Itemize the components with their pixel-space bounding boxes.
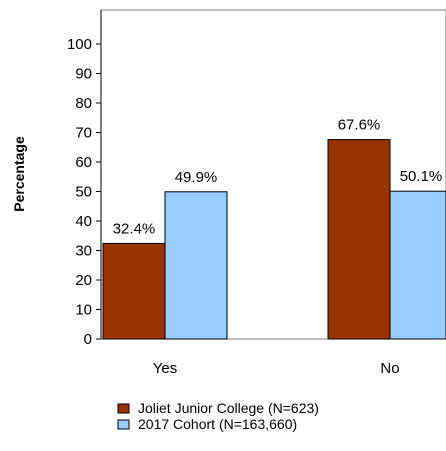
bar-value-label: 49.9%: [175, 169, 218, 186]
category-labels: Yes No: [153, 360, 400, 377]
bar-value-label: 50.1%: [400, 168, 443, 185]
y-tick-label: 50: [75, 184, 92, 201]
y-tick-label: 20: [75, 272, 92, 289]
legend-swatch: [117, 419, 130, 430]
legend-label: 2017 Cohort (N=163,660): [138, 416, 297, 432]
bar: [164, 191, 228, 340]
y-tick-label: 0: [84, 331, 92, 348]
data-labels: 32.4% 49.9% 67.6% 50.1%: [113, 117, 443, 238]
legend-swatch: [117, 403, 130, 414]
bar-value-label: 32.4%: [113, 220, 156, 237]
y-axis-ticks: 0 10 20 30 40 50 60 70 80 90 100: [67, 36, 101, 348]
legend: Joliet Junior College (N=623)2017 Cohort…: [117, 400, 319, 432]
category-label: No: [380, 360, 399, 377]
y-axis-title: Percentage: [11, 136, 27, 212]
y-tick-label: 30: [75, 243, 92, 260]
bars: [102, 139, 446, 340]
y-tick-label: 40: [75, 213, 92, 230]
y-tick-label: 70: [75, 125, 92, 142]
y-tick-label: 100: [67, 36, 92, 53]
category-label: Yes: [153, 360, 177, 377]
y-tick-label: 80: [75, 95, 92, 112]
bar-value-label: 67.6%: [338, 117, 381, 134]
bar: [327, 139, 391, 340]
bar: [389, 190, 446, 340]
y-tick-label: 10: [75, 302, 92, 319]
y-tick-label: 60: [75, 154, 92, 171]
legend-label: Joliet Junior College (N=623): [138, 400, 319, 416]
y-tick-label: 90: [75, 66, 92, 83]
bar: [102, 242, 166, 340]
